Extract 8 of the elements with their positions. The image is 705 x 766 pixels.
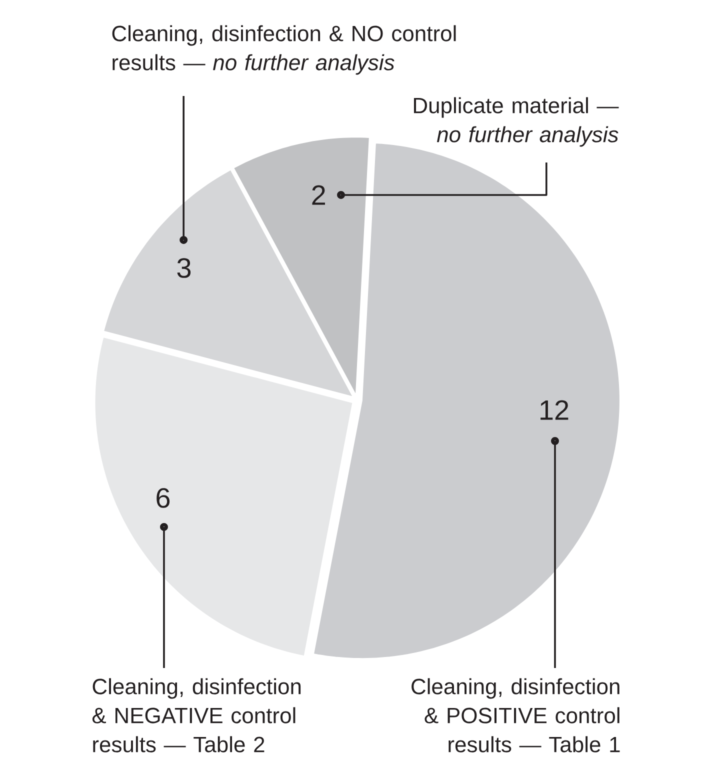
data-label: 2 <box>312 185 325 205</box>
slice-label: Cleaning, disinfection & POSITIVE control results — Table 1 <box>412 678 620 752</box>
slice-label: Cleaning, disinfection & NO control results — no further analysis <box>112 25 456 75</box>
data-label: 3 <box>177 258 191 278</box>
slice-label: Duplicate material — no further analysis <box>414 97 619 147</box>
data-label: 6 <box>156 488 170 508</box>
slice-label: Cleaning, disinfection & NEGATIVE control results — Table 2 <box>92 678 301 752</box>
data-label: 12 <box>540 400 568 420</box>
